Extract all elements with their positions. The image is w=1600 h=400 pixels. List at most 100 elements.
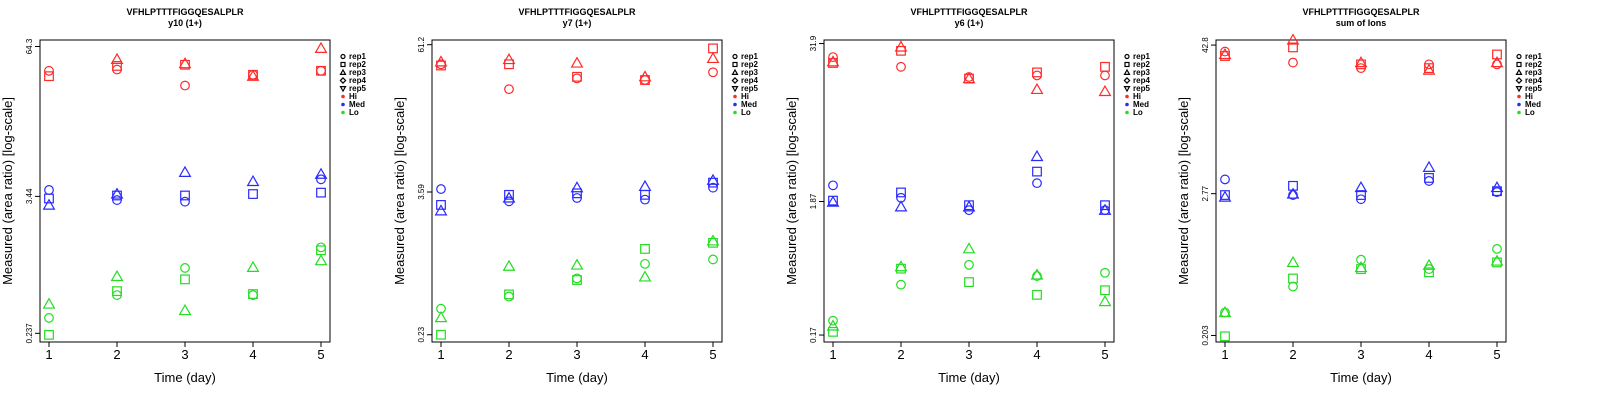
chart-title: VFHLPTTTFIGGQESALPLR [127,7,244,17]
data-point-lo [434,311,448,323]
y-axis-label: Measured (area ratio) [log-scale] [1176,97,1191,285]
data-point-med [314,167,328,179]
x-tick-label: 2 [897,347,904,362]
chart-subtitle: y10 (1+) [168,18,202,28]
data-point-med [1424,176,1434,186]
data-point-med [1032,166,1042,177]
data-point-med [110,187,124,199]
x-tick-label: 3 [181,347,188,362]
data-point-lo [1356,264,1366,274]
legend-symbol-rep2 [732,61,738,68]
data-point-med [572,193,582,203]
data-point-lo [1220,331,1230,342]
data-point-med [504,196,514,207]
legend-label-rep2: rep2 [1133,60,1150,69]
legend-label-rep3: rep3 [1133,68,1150,77]
data-point-hi [502,52,516,65]
y-tick-label: 3.44 [25,188,34,204]
legend-dot-med [1125,102,1129,107]
data-point-hi [828,58,838,68]
legend-symbol-rep3 [1123,68,1131,75]
data-point-hi [504,59,514,70]
data-point-lo [504,291,514,302]
data-point-med [570,181,584,193]
legend-symbol-rep2 [1516,61,1522,68]
legend-label-rep4: rep4 [1525,76,1542,85]
data-point-hi [1218,47,1232,60]
data-point-med [434,204,448,216]
data-point-med [504,189,514,200]
data-point-lo [570,258,584,270]
data-point-hi [112,64,122,75]
data-point-hi [1220,51,1230,61]
plot-frame [431,39,723,343]
legend-dot-med [1517,102,1521,107]
data-point-med [896,187,906,198]
legend-label-rep4: rep4 [349,76,366,85]
data-point-med [1100,205,1110,216]
x-tick-label: 4 [641,347,648,362]
data-point-med [706,173,720,185]
legend-label-rep5: rep5 [1133,84,1150,93]
y-axis-label: Measured (area ratio) [log-scale] [0,97,15,285]
legend-symbol-rep2 [1124,61,1130,68]
legend-dot-lo [733,110,737,115]
data-point-med [894,200,908,212]
legend-label-med: Med [1133,100,1149,109]
y-tick-label: 61.2 [417,36,426,52]
legend-label-rep2: rep2 [1525,60,1542,69]
data-point-lo [1490,254,1504,266]
x-tick-label: 5 [317,347,324,362]
y-tick-label: 3.59 [417,184,426,200]
data-point-hi [316,65,326,76]
y-tick-label: 2.77 [1201,185,1210,201]
data-point-hi [572,73,582,84]
data-point-med [964,205,974,216]
data-point-med [640,194,650,205]
data-point-lo [828,315,838,326]
legend-symbol-rep5 [1123,86,1131,93]
legend-symbol-rep4 [1515,77,1523,84]
chart-panel-2: VFHLPTTTFIGGQESALPLR y7 (1+) 1 2 3 4 5 0.23 3.59… [392,0,792,400]
legend-label-hi: Hi [1525,92,1533,101]
y-tick-label: 31.9 [809,35,818,51]
data-point-med [44,193,54,204]
data-point-hi [1032,67,1042,78]
data-point-med [1220,174,1230,185]
data-point-lo [1288,281,1298,292]
data-point-lo [964,259,974,270]
legend-label-lo: Lo [741,108,751,117]
data-point-hi [962,72,976,84]
data-point-med [436,200,446,210]
data-point-lo [44,313,54,323]
data-point-lo [314,254,328,266]
data-point-lo [708,254,718,265]
data-point-lo [896,263,906,274]
data-point-med [180,190,190,201]
legend-symbol-rep1 [1516,53,1522,60]
data-point-lo [502,259,516,271]
data-point-med [1492,187,1502,198]
data-point-hi [1422,63,1436,75]
x-axis-label: Time (day) [938,370,1000,385]
data-point-lo [1218,305,1232,318]
data-point-med [1356,190,1366,200]
legend-label-rep2: rep2 [349,60,366,69]
data-point-lo [1356,254,1366,265]
data-point-med [44,185,54,195]
data-point-med [572,188,582,199]
data-point-lo [248,290,258,300]
y-axis-label: Measured (area ratio) [log-scale] [392,97,407,285]
y-tick-label: 64.3 [25,38,34,54]
data-point-hi [1492,49,1502,60]
x-tick-label: 5 [1101,347,1108,362]
data-point-lo [1032,289,1042,300]
data-point-med [1424,173,1434,183]
data-point-hi [178,57,192,69]
data-point-lo [1354,260,1368,273]
data-point-lo [1422,258,1436,270]
data-point-med [640,189,650,200]
x-axis-label: Time (day) [546,370,608,385]
